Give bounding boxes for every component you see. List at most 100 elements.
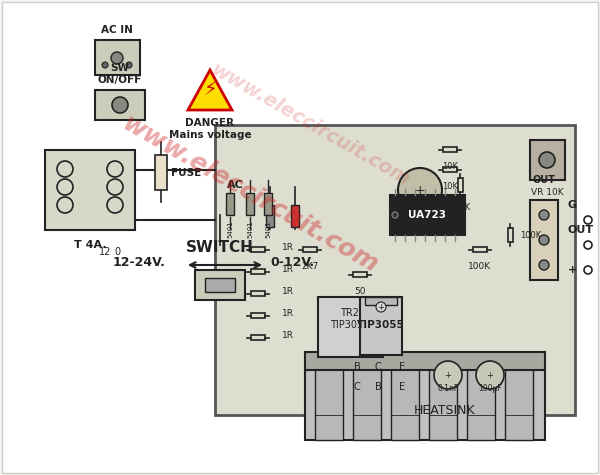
Text: 2200μF: 2200μF xyxy=(403,215,437,224)
Text: 1R: 1R xyxy=(282,266,294,275)
Text: C: C xyxy=(353,382,361,392)
Text: E: E xyxy=(399,382,405,392)
Text: 2K7: 2K7 xyxy=(301,262,319,271)
Text: 10K: 10K xyxy=(442,182,458,191)
Text: B: B xyxy=(374,382,382,392)
Text: T 4A.: T 4A. xyxy=(74,240,106,250)
Polygon shape xyxy=(188,70,232,110)
Text: 100μF: 100μF xyxy=(478,384,502,393)
Bar xyxy=(390,195,465,235)
Text: VR 10K: VR 10K xyxy=(530,188,563,197)
Text: www.eleccircuit.com: www.eleccircuit.com xyxy=(118,112,382,278)
Bar xyxy=(315,365,343,440)
Text: C: C xyxy=(374,362,382,372)
Circle shape xyxy=(584,216,592,224)
Bar xyxy=(530,200,558,280)
Text: HEATSINK: HEATSINK xyxy=(414,403,476,417)
Text: ⚡: ⚡ xyxy=(203,80,217,99)
Circle shape xyxy=(392,212,398,218)
Bar xyxy=(266,205,274,227)
Bar xyxy=(205,278,235,292)
Text: OUT: OUT xyxy=(533,175,556,185)
Circle shape xyxy=(476,361,504,389)
Bar xyxy=(391,365,419,440)
Text: www.eleccircuit.com: www.eleccircuit.com xyxy=(118,112,382,278)
Bar xyxy=(251,313,265,318)
Text: 5401: 5401 xyxy=(265,220,271,238)
Bar xyxy=(429,365,457,440)
Bar xyxy=(95,90,145,120)
Circle shape xyxy=(539,152,555,168)
Text: 12: 12 xyxy=(99,247,111,257)
Bar xyxy=(505,365,533,440)
Text: 1R: 1R xyxy=(282,244,294,253)
Text: 0-12V.: 0-12V. xyxy=(270,256,314,268)
Bar xyxy=(353,272,367,277)
Text: 1R: 1R xyxy=(282,310,294,319)
Bar xyxy=(264,193,272,215)
Bar xyxy=(305,365,545,440)
Bar xyxy=(155,155,167,190)
Circle shape xyxy=(539,260,549,270)
Text: 0: 0 xyxy=(114,247,120,257)
Text: 1R: 1R xyxy=(282,287,294,296)
Bar xyxy=(95,40,140,75)
Bar xyxy=(251,291,265,296)
Bar xyxy=(251,269,265,274)
Circle shape xyxy=(539,210,549,220)
Circle shape xyxy=(539,235,549,245)
Circle shape xyxy=(376,302,386,312)
Circle shape xyxy=(584,241,592,249)
Bar xyxy=(458,178,463,192)
Text: AC IN: AC IN xyxy=(101,25,133,35)
Circle shape xyxy=(111,52,123,64)
Bar xyxy=(45,150,135,230)
Text: +: + xyxy=(377,303,385,312)
Text: +: + xyxy=(445,370,451,380)
Bar xyxy=(195,270,245,300)
Bar xyxy=(467,365,495,440)
Bar xyxy=(443,167,457,172)
Text: DANGER
Mains voltage: DANGER Mains voltage xyxy=(169,118,251,140)
Bar xyxy=(318,297,383,357)
Text: 100K: 100K xyxy=(469,262,491,271)
Bar xyxy=(303,247,317,252)
Bar xyxy=(443,147,457,152)
Text: AC: AC xyxy=(227,180,244,190)
Bar xyxy=(360,297,402,355)
Bar xyxy=(365,297,397,305)
Bar xyxy=(251,335,265,340)
Bar xyxy=(508,228,513,242)
Text: TR2
TIP3055: TR2 TIP3055 xyxy=(330,308,370,330)
Bar xyxy=(251,247,265,252)
Text: B: B xyxy=(353,362,361,372)
Text: +: + xyxy=(568,265,577,275)
Text: +: + xyxy=(415,183,425,197)
Text: FUSE: FUSE xyxy=(171,168,201,178)
Text: UA723: UA723 xyxy=(408,210,446,220)
Bar xyxy=(291,205,299,227)
Text: E: E xyxy=(399,362,405,372)
Text: SWITCH: SWITCH xyxy=(186,240,254,255)
Circle shape xyxy=(584,266,592,274)
Bar xyxy=(530,140,565,180)
Text: 12-24V.: 12-24V. xyxy=(112,256,165,268)
Text: 10K: 10K xyxy=(442,162,458,171)
Bar xyxy=(305,352,545,370)
Text: OUT: OUT xyxy=(568,225,594,235)
Text: 50: 50 xyxy=(354,287,366,296)
Circle shape xyxy=(434,361,462,389)
Circle shape xyxy=(102,62,108,68)
Text: 1R: 1R xyxy=(282,332,294,341)
Text: 5401: 5401 xyxy=(247,220,253,238)
Circle shape xyxy=(126,62,132,68)
Text: 100K: 100K xyxy=(520,230,541,239)
Bar xyxy=(226,193,234,215)
Text: TIP3055: TIP3055 xyxy=(357,320,405,330)
Text: SW
ON/OFF: SW ON/OFF xyxy=(98,63,142,85)
Text: www.eleccircuit.com: www.eleccircuit.com xyxy=(207,60,413,190)
Text: 0.1nF: 0.1nF xyxy=(437,384,458,393)
Text: 100K: 100K xyxy=(449,203,470,212)
Circle shape xyxy=(398,168,442,212)
Text: +: + xyxy=(487,370,493,380)
